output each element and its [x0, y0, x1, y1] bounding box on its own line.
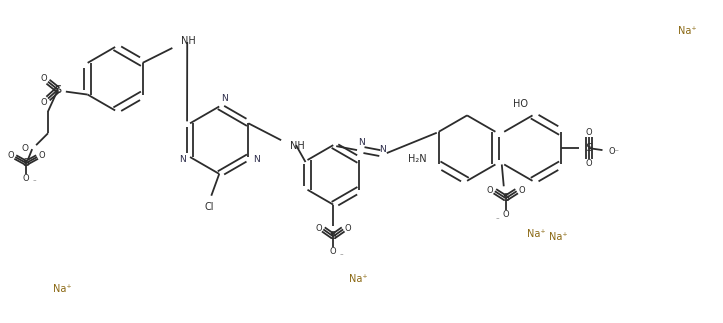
Text: ⁻: ⁻ [33, 180, 36, 186]
Text: HO: HO [513, 99, 528, 109]
Text: N: N [221, 94, 228, 103]
Text: N: N [179, 154, 186, 163]
Text: N: N [358, 138, 364, 147]
Text: O: O [345, 224, 351, 233]
Text: Na⁺: Na⁺ [348, 274, 367, 284]
Text: O: O [23, 174, 30, 183]
Text: NH: NH [181, 36, 196, 46]
Text: O: O [487, 186, 493, 195]
Text: Cl: Cl [205, 202, 214, 212]
Text: S: S [585, 143, 592, 153]
Text: N: N [380, 145, 386, 154]
Text: Na⁺: Na⁺ [549, 232, 568, 242]
Text: S: S [330, 231, 337, 241]
Text: H₂N: H₂N [408, 153, 427, 163]
Text: O: O [586, 160, 592, 169]
Text: O: O [586, 128, 592, 137]
Text: ⁻: ⁻ [339, 253, 343, 259]
Text: NH: NH [290, 141, 305, 151]
Text: S: S [54, 85, 61, 95]
Text: O: O [315, 224, 322, 233]
Text: N: N [253, 154, 260, 163]
Text: O: O [40, 74, 47, 83]
Text: O: O [518, 186, 525, 195]
Text: O: O [40, 98, 47, 107]
Text: ⁻: ⁻ [496, 217, 500, 223]
Text: S: S [502, 193, 509, 203]
Text: O⁻: O⁻ [609, 147, 620, 156]
Text: Na⁺: Na⁺ [678, 26, 696, 36]
Text: O: O [330, 247, 337, 256]
Text: S: S [22, 158, 30, 168]
Text: O: O [502, 210, 509, 219]
Text: Na⁺: Na⁺ [54, 284, 72, 294]
Text: O: O [39, 151, 46, 160]
Text: Na⁺: Na⁺ [527, 229, 546, 239]
Text: O: O [7, 151, 14, 160]
Text: O: O [21, 144, 28, 152]
